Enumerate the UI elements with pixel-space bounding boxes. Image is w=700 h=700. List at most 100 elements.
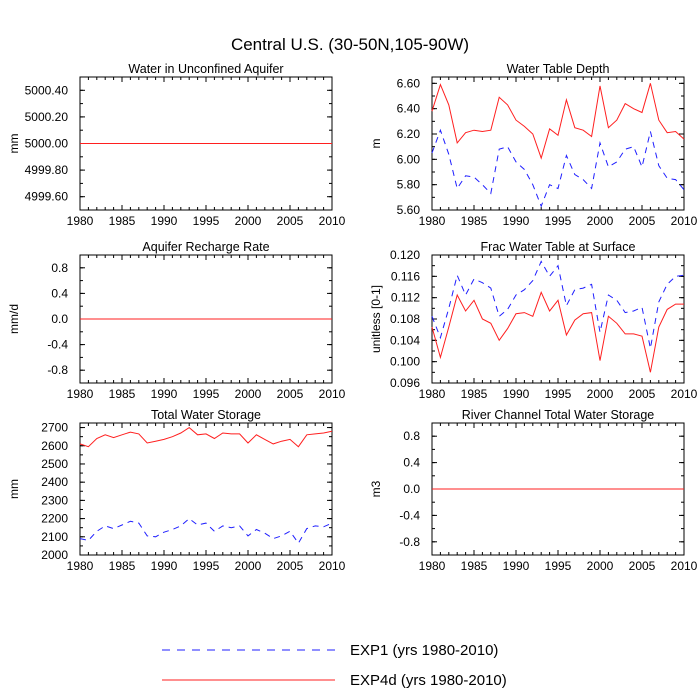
y-tick-label: 5.60 — [397, 203, 421, 217]
x-tick-label: 2010 — [671, 559, 698, 573]
series-line-exp4d — [431, 83, 685, 160]
x-tick-label: 1990 — [151, 387, 178, 401]
y-axis-label: unitless [0-1] — [369, 285, 383, 353]
y-tick-label: 6.00 — [397, 152, 421, 166]
x-tick-label: 1980 — [67, 214, 94, 228]
y-tick-label: 0.112 — [391, 291, 420, 305]
x-tick-label: 2000 — [587, 559, 614, 573]
chart-panel-6: River Channel Total Water Storage m3 1980 1… — [369, 408, 698, 573]
panel-title: Total Water Storage — [151, 408, 261, 422]
y-tick-label: -0.8 — [399, 535, 420, 549]
y-tick-label: -0.4 — [47, 338, 68, 352]
series-line-exp1 — [79, 517, 333, 545]
y-axis-label: m3 — [369, 480, 383, 497]
y-tick-label: 2100 — [41, 530, 68, 544]
x-tick-label: 2000 — [587, 214, 614, 228]
y-tick-label: 0.4 — [403, 456, 420, 470]
series-line-exp4d — [431, 290, 684, 373]
y-tick-label: 6.40 — [397, 102, 421, 116]
y-tick-label: 5000.00 — [25, 137, 69, 151]
y-tick-label: 0.108 — [390, 312, 420, 326]
chart-panel-5: Total Water Storage mm 1980 1985 1990 1995 200… — [7, 408, 346, 573]
x-tick-label: 1995 — [545, 387, 572, 401]
y-tick-label: 2200 — [41, 512, 68, 526]
x-tick-label: 1995 — [545, 214, 572, 228]
panel-title: Water Table Depth — [507, 62, 610, 76]
series-line-exp1 — [431, 260, 685, 349]
x-tick-label: 1995 — [193, 214, 220, 228]
x-tick-label: 2000 — [235, 214, 262, 228]
x-tick-label: 1980 — [419, 387, 446, 401]
y-tick-label: 5.80 — [397, 178, 421, 192]
x-tick-label: 1995 — [193, 387, 220, 401]
series-line-exp4d — [79, 426, 333, 448]
panel-title: Frac Water Table at Surface — [481, 240, 636, 254]
y-axis-label: mm — [7, 479, 21, 499]
x-tick-label: 2010 — [319, 214, 346, 228]
x-tick-label: 2010 — [671, 214, 698, 228]
y-tick-label: 6.20 — [397, 127, 421, 141]
y-tick-label: 0.100 — [390, 355, 420, 369]
x-tick-label: 1980 — [419, 559, 446, 573]
y-tick-label: 0.0 — [51, 312, 68, 326]
y-tick-label: 2300 — [41, 493, 68, 507]
x-tick-label: 1990 — [503, 559, 530, 573]
y-tick-label: 2400 — [41, 475, 68, 489]
x-tick-label: 2000 — [235, 387, 262, 401]
series-line-exp1 — [431, 128, 685, 208]
y-tick-label: 2000 — [41, 548, 68, 562]
y-tick-label: 0.096 — [390, 376, 420, 390]
x-tick-label: 1985 — [109, 387, 136, 401]
panel-title: Aquifer Recharge Rate — [142, 240, 269, 254]
y-tick-label: 6.60 — [397, 76, 421, 90]
x-tick-label: 1990 — [503, 214, 530, 228]
x-tick-label: 2010 — [319, 387, 346, 401]
y-tick-label: -0.4 — [399, 508, 420, 522]
x-tick-label: 1985 — [109, 559, 136, 573]
y-tick-label: 2600 — [41, 439, 68, 453]
y-tick-label: 5000.40 — [25, 83, 69, 97]
legend-label-exp4d: EXP4d (yrs 1980-2010) — [350, 672, 507, 689]
x-tick-label: 2010 — [319, 559, 346, 573]
x-tick-label: 1990 — [503, 387, 530, 401]
x-tick-label: 1985 — [109, 214, 136, 228]
x-tick-label: 1990 — [151, 559, 178, 573]
y-tick-label: 0.0 — [403, 482, 420, 496]
panel-title: River Channel Total Water Storage — [462, 408, 655, 422]
x-tick-label: 2005 — [629, 214, 656, 228]
y-tick-label: 5000.20 — [25, 110, 69, 124]
y-tick-label: 0.8 — [51, 261, 68, 275]
chart-panel-3: Aquifer Recharge Rate mm/d 1980 1985 1990 199… — [7, 240, 346, 401]
y-axis-label: m — [369, 139, 383, 149]
x-tick-label: 1985 — [461, 559, 488, 573]
x-tick-label: 1980 — [67, 387, 94, 401]
y-tick-label: 2500 — [41, 457, 68, 471]
x-tick-label: 2005 — [629, 387, 656, 401]
chart-panel-1: Water in Unconfined Aquifer mm 1980 1985 199… — [7, 62, 346, 228]
legend: EXP1 (yrs 1980-2010) EXP4d (yrs 1980-201… — [162, 642, 507, 689]
y-tick-label: 4999.80 — [25, 163, 69, 177]
x-tick-label: 1980 — [67, 559, 94, 573]
x-tick-label: 2005 — [277, 559, 304, 573]
x-tick-label: 1995 — [193, 559, 220, 573]
x-tick-label: 2000 — [587, 387, 614, 401]
x-tick-label: 1990 — [151, 214, 178, 228]
chart-panel-2: Water Table Depth m 1980 1985 1990 1995 2000 20… — [369, 62, 698, 228]
x-tick-label: 1980 — [419, 214, 446, 228]
panel-title: Water in Unconfined Aquifer — [128, 62, 283, 76]
x-tick-label: 2005 — [277, 214, 304, 228]
legend-label-exp1: EXP1 (yrs 1980-2010) — [350, 642, 498, 659]
y-tick-label: 0.104 — [390, 333, 420, 347]
chart-panels: Water in Unconfined Aquifer mm 1980 1985 199… — [7, 62, 698, 573]
y-tick-label: 0.8 — [403, 429, 420, 443]
plot-frame — [431, 254, 685, 384]
chart-panel-4: Frac Water Table at Surface unitless [0-1… — [369, 240, 698, 401]
x-tick-label: 2000 — [235, 559, 262, 573]
y-tick-label: 4999.60 — [25, 190, 69, 204]
x-tick-label: 2010 — [671, 387, 698, 401]
y-axis-label: mm — [7, 134, 21, 154]
y-tick-label: 2700 — [41, 421, 68, 435]
x-tick-label: 1985 — [461, 214, 488, 228]
x-tick-label: 1985 — [461, 387, 488, 401]
